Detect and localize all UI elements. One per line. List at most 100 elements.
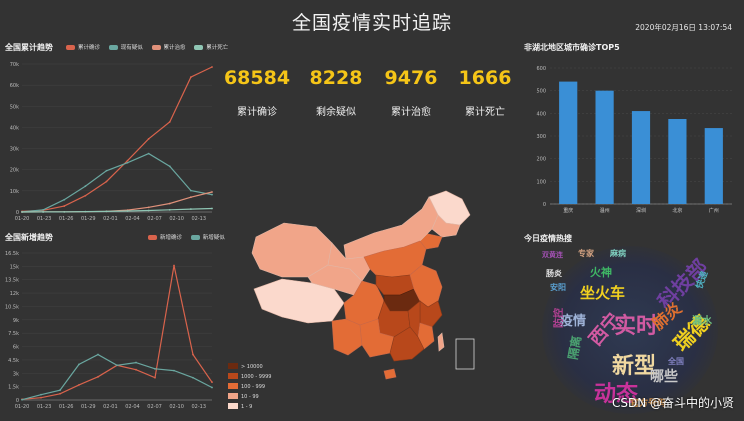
word-cloud-term[interactable]: 安阳	[550, 283, 566, 292]
data-point[interactable]	[173, 369, 175, 372]
data-point[interactable]	[21, 398, 23, 401]
word-cloud-term[interactable]: 新型	[612, 354, 657, 379]
data-point[interactable]	[211, 66, 213, 68]
word-cloud-term[interactable]: 哪些	[650, 369, 678, 385]
region-gansu[interactable]	[327, 242, 371, 282]
word-cloud-term[interactable]: 坐火车	[580, 284, 626, 302]
data-point[interactable]	[211, 193, 213, 196]
data-point[interactable]	[21, 211, 23, 213]
region-yunnan[interactable]	[331, 318, 363, 356]
data-point[interactable]	[168, 202, 171, 205]
legend-item-confirm[interactable]: 累计确诊	[66, 43, 100, 51]
word-cloud-term[interactable]: 动态	[594, 382, 639, 407]
data-point[interactable]	[105, 180, 108, 183]
series-line[interactable]	[21, 353, 213, 401]
legend-item-suspect[interactable]: 现有疑似	[108, 43, 143, 51]
data-point[interactable]	[147, 137, 150, 140]
data-point[interactable]	[63, 205, 66, 207]
word-cloud-term[interactable]: 火神	[590, 266, 612, 279]
word-cloud-term[interactable]: 双黄连	[542, 251, 563, 259]
data-point[interactable]	[135, 368, 137, 371]
word-cloud-term[interactable]: 防控	[554, 308, 565, 328]
word-cloud-term[interactable]: 麻病	[610, 249, 626, 258]
word-cloud-term[interactable]: 肠炎	[546, 269, 562, 278]
data-point[interactable]	[59, 389, 61, 392]
data-point[interactable]	[84, 210, 87, 213]
region-taiwan[interactable]	[437, 332, 445, 352]
data-point[interactable]	[147, 152, 150, 155]
data-point[interactable]	[168, 165, 171, 168]
data-point[interactable]	[97, 353, 99, 356]
data-point[interactable]	[84, 185, 87, 188]
region-xinjiang[interactable]	[251, 222, 333, 278]
data-point[interactable]	[211, 386, 213, 389]
data-point[interactable]	[189, 196, 192, 199]
map-legend-swatch	[228, 403, 238, 409]
data-point[interactable]	[84, 194, 87, 197]
legend-label: 累计死亡	[206, 45, 229, 51]
series-line[interactable]	[21, 207, 213, 213]
data-point[interactable]	[189, 189, 192, 192]
word-cloud-term[interactable]: 疫情	[560, 314, 587, 329]
word-cloud-term[interactable]: 全国	[668, 357, 684, 366]
bar[interactable]	[631, 111, 651, 204]
data-point[interactable]	[78, 363, 80, 366]
bar[interactable]	[704, 128, 723, 204]
data-point[interactable]	[78, 383, 80, 386]
data-point[interactable]	[42, 211, 45, 213]
data-point[interactable]	[126, 210, 129, 212]
data-point[interactable]	[105, 210, 108, 213]
data-point[interactable]	[63, 210, 66, 213]
bar[interactable]	[559, 81, 578, 204]
legend-label: 累计确诊	[78, 45, 101, 51]
data-point[interactable]	[192, 353, 194, 356]
word-cloud-term[interactable]: 实时	[614, 314, 659, 339]
region-guangdong[interactable]	[389, 326, 425, 362]
data-point[interactable]	[126, 161, 129, 164]
bar[interactable]	[668, 119, 687, 204]
data-point[interactable]	[168, 121, 171, 123]
map-legend-swatch	[228, 373, 238, 379]
data-point[interactable]	[189, 208, 192, 210]
data-point[interactable]	[116, 364, 118, 367]
region-tibet[interactable]	[253, 278, 345, 324]
region-hainan[interactable]	[383, 368, 397, 380]
data-point[interactable]	[168, 208, 171, 211]
bar[interactable]	[595, 90, 614, 204]
legend-item-new-confirm[interactable]: 新增确诊	[148, 233, 182, 241]
data-point[interactable]	[126, 159, 129, 162]
region-zhejiang[interactable]	[419, 300, 443, 328]
data-point[interactable]	[40, 396, 42, 399]
stat-label: 累计治愈	[391, 107, 431, 118]
data-point[interactable]	[189, 76, 192, 79]
data-point[interactable]	[211, 207, 213, 210]
data-point[interactable]	[173, 264, 175, 267]
legend-item-dead[interactable]: 累计死亡	[194, 43, 228, 51]
cumulative-legend[interactable]: 累计确诊 现有疑似 累计治愈 累计死亡	[66, 43, 235, 51]
data-point[interactable]	[147, 209, 150, 212]
data-point[interactable]	[59, 392, 61, 395]
legend-item-heal[interactable]: 累计治愈	[151, 43, 186, 51]
data-point[interactable]	[154, 376, 156, 379]
data-point[interactable]	[40, 393, 42, 396]
y-tick-label: 10k	[10, 189, 19, 195]
word-cloud-term[interactable]: 漏水	[692, 316, 712, 327]
china-map[interactable]: > 10000 1000 - 9999 100 - 999 10 - 99 1 …	[224, 185, 514, 417]
series-line[interactable]	[21, 265, 213, 400]
data-point[interactable]	[42, 208, 45, 211]
series-line[interactable]	[21, 152, 213, 213]
data-point[interactable]	[97, 375, 99, 378]
data-point[interactable]	[135, 361, 137, 364]
data-point[interactable]	[147, 206, 150, 209]
word-cloud-term[interactable]: 专家	[578, 249, 594, 258]
data-point[interactable]	[211, 191, 213, 193]
data-point[interactable]	[192, 376, 194, 379]
data-point[interactable]	[105, 169, 108, 172]
new-legend[interactable]: 新增确诊 新增疑似	[148, 233, 232, 241]
series-line[interactable]	[21, 66, 213, 212]
data-point[interactable]	[154, 367, 156, 370]
word-cloud-term[interactable]: 官方号码	[630, 399, 667, 409]
legend-item-new-suspect[interactable]: 新增疑似	[190, 233, 225, 241]
data-point[interactable]	[63, 198, 66, 201]
data-point[interactable]	[211, 381, 213, 384]
